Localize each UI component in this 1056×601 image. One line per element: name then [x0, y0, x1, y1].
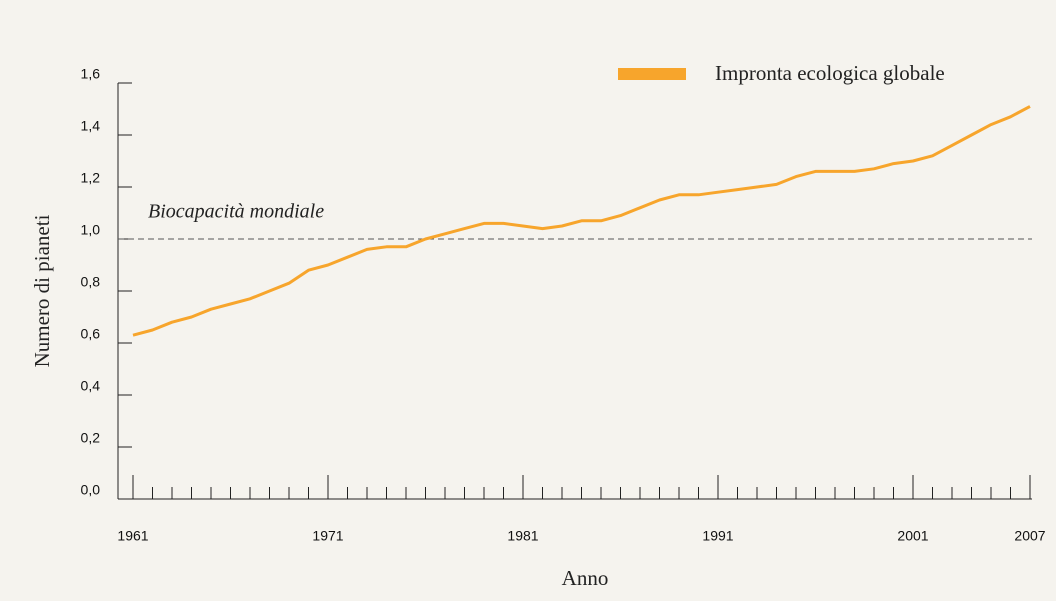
x-tick-label: 2001	[897, 528, 928, 544]
x-tick-label: 1961	[117, 528, 148, 544]
legend-swatch	[618, 68, 686, 80]
x-tick-label: 1991	[702, 528, 733, 544]
y-tick-label: 0,6	[81, 326, 101, 342]
y-tick-label: 0,2	[81, 430, 101, 446]
y-tick-label: 1,2	[81, 170, 101, 186]
series-line	[132, 105, 1031, 337]
y-tick-label: 0,8	[81, 274, 101, 290]
y-tick-label: 1,0	[81, 222, 101, 238]
y-tick-label: 1,4	[81, 118, 101, 134]
y-tick-label: 0,4	[81, 378, 101, 394]
reference-label: Biocapacità mondiale	[148, 201, 324, 223]
y-tick-label: 0,0	[81, 482, 101, 498]
x-tick-label: 1981	[507, 528, 538, 544]
y-axis-title: Numero di pianeti	[30, 214, 54, 367]
x-axis-title: Anno	[562, 566, 609, 590]
x-tick-label: 1971	[312, 528, 343, 544]
x-tick-label: 2007	[1014, 528, 1045, 544]
legend-label: Impronta ecologica globale	[715, 61, 945, 85]
y-tick-label: 1,6	[81, 66, 101, 82]
